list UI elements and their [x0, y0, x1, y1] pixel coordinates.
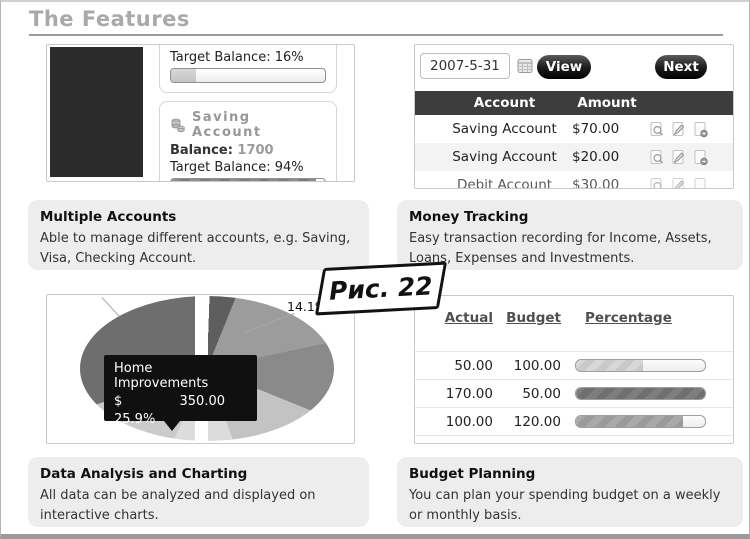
table-row: 170.00 50.00 [415, 379, 733, 407]
actual-cell: 50.00 [454, 357, 493, 374]
tooltip-amount: 350.00 [179, 394, 226, 409]
column-budget[interactable]: Budget [506, 310, 561, 326]
percentage-bar [575, 387, 706, 400]
bar-fill [576, 388, 705, 399]
budget-rows: 50.00 100.00 170.00 50.00 100.00 120.00 [415, 351, 733, 436]
tooltip-currency: $ [114, 394, 123, 409]
budget-cell: 120.00 [513, 413, 561, 430]
tooltip-category: Home Improvements [114, 361, 209, 391]
account-cell: Debit Account [456, 177, 553, 189]
feature-budget-planning: Budget Planning You can plan your spendi… [397, 457, 743, 527]
amount-cell: $70.00 [572, 121, 620, 137]
tooltip-pointer [164, 421, 180, 431]
calendar-icon[interactable] [517, 58, 533, 74]
feature-description: Able to manage different accounts, e.g. … [40, 231, 351, 266]
pie-tooltip: Home Improvements $ 350.00 25.9% [104, 355, 257, 431]
page-title: The Features [29, 7, 190, 31]
view-record-icon[interactable] [648, 177, 665, 188]
view-record-icon[interactable] [648, 149, 665, 166]
pie-leader-line [101, 297, 120, 317]
feature-description: You can plan your spending budget on a w… [409, 488, 721, 523]
view-button[interactable]: View [537, 55, 591, 79]
column-account: Account [473, 95, 536, 111]
table-row: 50.00 100.00 [415, 351, 733, 379]
balance-value: 1700 [237, 143, 274, 158]
account-cell: Saving Account [452, 121, 557, 137]
edit-record-icon[interactable] [670, 177, 687, 188]
transactions-table-header: Account Amount [415, 91, 733, 115]
target-balance-progressbar [170, 178, 326, 181]
feature-title: Budget Planning [409, 466, 536, 482]
progress-fill [171, 69, 196, 82]
table-row: 100.00 120.00 [415, 407, 733, 436]
account-card-saving: Saving Account Balance: 1700 Target Bala… [159, 101, 337, 181]
table-row: Saving Account $70.00 [415, 115, 733, 143]
target-balance-progressbar [170, 68, 326, 83]
percentage-bar [575, 415, 706, 428]
amount-cell: $20.00 [572, 149, 620, 165]
delete-record-icon[interactable] [692, 149, 709, 166]
table-row: Saving Account $20.00 [415, 143, 733, 171]
actual-cell: 100.00 [445, 413, 493, 430]
view-record-icon[interactable] [648, 121, 665, 138]
feature-description: All data can be analyzed and displayed o… [40, 488, 316, 523]
delete-record-icon[interactable] [692, 121, 709, 138]
budget-cell: 50.00 [522, 385, 561, 402]
account-cell: Saving Account [452, 149, 557, 165]
accounts-screenshot-panel: Target Balance: 16% Saving Account Balan… [46, 44, 355, 182]
feature-title: Data Analysis and Charting [40, 466, 248, 482]
transactions-rows: Saving Account $70.00 Saving Account $20… [415, 115, 733, 189]
edit-record-icon[interactable] [670, 149, 687, 166]
feature-multiple-accounts: Multiple Accounts Able to manage differe… [28, 200, 369, 270]
feature-title: Multiple Accounts [40, 209, 177, 225]
delete-record-icon[interactable] [692, 177, 709, 188]
next-button[interactable]: Next [655, 55, 707, 79]
bar-fill [576, 416, 684, 427]
actual-cell: 170.00 [445, 385, 493, 402]
feature-data-analysis: Data Analysis and Charting All data can … [28, 457, 369, 527]
feature-money-tracking: Money Tracking Easy transaction recordin… [397, 200, 743, 270]
title-divider [29, 34, 723, 36]
saving-account-title: Saving Account [191, 110, 262, 140]
amount-cell: $30.00 [572, 177, 620, 189]
feature-title: Money Tracking [409, 209, 529, 225]
redacted-block [50, 47, 143, 177]
date-input[interactable]: 2007-5-31 [420, 53, 510, 79]
progress-fill [171, 179, 316, 181]
pie-chart-screenshot-panel: 14.1% Home Improvements $ 350.00 25.9% [46, 294, 355, 444]
percentage-bar [575, 359, 706, 372]
table-row-clipped: Debit Account $30.00 [415, 171, 733, 189]
transactions-screenshot-panel: 2007-5-31 View Next Account Amount Savin… [414, 44, 734, 189]
target-balance-label: Target Balance: 16% [170, 50, 304, 65]
column-actual[interactable]: Actual [444, 310, 493, 326]
account-card-top: Target Balance: 16% [159, 45, 337, 93]
budget-screenshot-panel: Actual Budget Percentage 50.00 100.00 17… [414, 295, 734, 444]
budget-cell: 100.00 [513, 357, 561, 374]
column-percentage[interactable]: Percentage [585, 310, 672, 326]
column-amount: Amount [577, 95, 637, 111]
balance-label: Balance: [170, 143, 233, 158]
figure-caption-box: Рис. 22 [314, 261, 448, 316]
coins-icon [170, 117, 187, 134]
edit-record-icon[interactable] [670, 121, 687, 138]
target-balance-label: Target Balance: 94% [170, 160, 304, 175]
bar-fill [576, 360, 644, 371]
figure-caption: Рис. 22 [328, 271, 434, 306]
feature-description: Easy transaction recording for Income, A… [409, 231, 712, 266]
tooltip-percent: 25.9% [114, 412, 156, 427]
